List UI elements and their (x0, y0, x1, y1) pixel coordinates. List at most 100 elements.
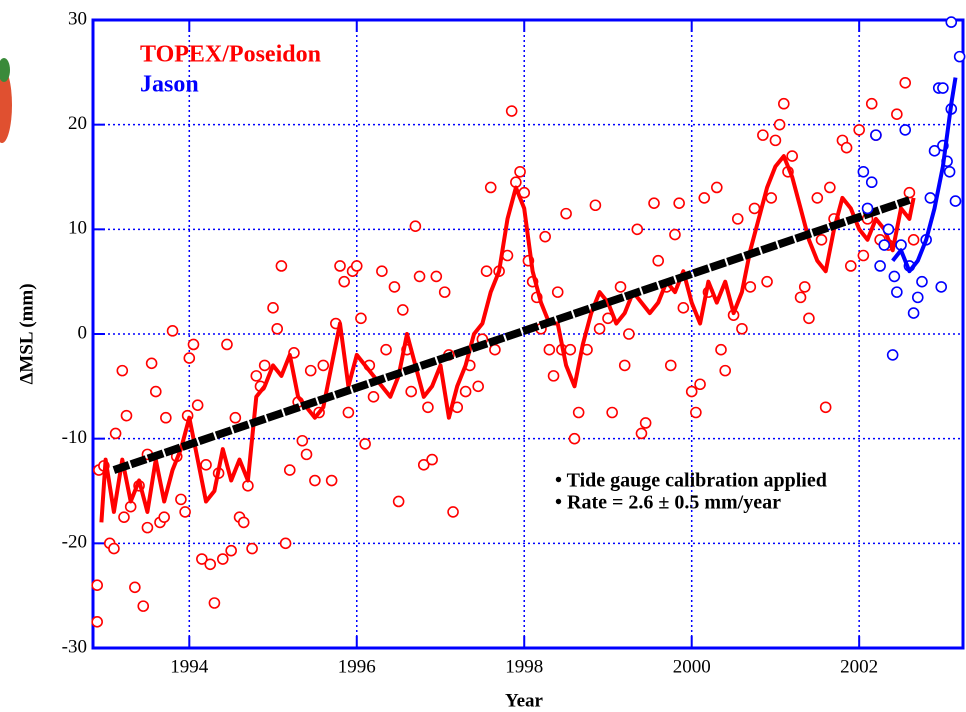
data-point (924, 192, 937, 204)
data-point (216, 553, 229, 565)
data-point (422, 401, 434, 414)
data-point (413, 270, 426, 283)
data-point (267, 302, 279, 314)
data-point (225, 544, 237, 557)
data-point (589, 199, 602, 212)
y-tick-label: -10 (62, 427, 87, 448)
x-tick-label: 2002 (840, 656, 878, 677)
data-point (935, 281, 948, 293)
data-point (258, 359, 271, 372)
data-point (141, 521, 154, 534)
x-tick-label: 1994 (170, 656, 209, 677)
data-point (744, 281, 757, 293)
legend-entry: TOPEX/Poseidon (140, 42, 321, 68)
data-point (715, 343, 727, 356)
data-point (309, 474, 321, 487)
x-tick-label: 1998 (505, 656, 543, 677)
data-line (891, 77, 958, 274)
data-point (669, 228, 681, 241)
y-tick-label: -30 (62, 636, 87, 657)
data-line (99, 154, 916, 523)
data-point (183, 352, 196, 364)
data-point (108, 542, 120, 555)
data-point (204, 558, 217, 571)
plot-frame (91, 18, 965, 650)
data-point (137, 600, 150, 612)
data-point (325, 474, 338, 487)
data-point (229, 411, 242, 424)
data-point (120, 409, 133, 422)
data-point (200, 459, 212, 471)
data-point (857, 249, 870, 262)
annotation: • Tide gauge calibration applied (555, 470, 827, 492)
data-point (677, 302, 690, 314)
data-point (376, 265, 388, 278)
y-tick-label: 20 (68, 113, 87, 134)
data-point (338, 275, 351, 288)
data-point (664, 359, 677, 372)
data-point (196, 553, 208, 565)
data-point (158, 511, 170, 523)
data-point (731, 213, 744, 225)
data-point (690, 406, 702, 419)
data-point (815, 234, 828, 246)
data-point (118, 511, 130, 523)
data-point (539, 230, 551, 243)
data-point (786, 150, 798, 162)
data-point (405, 385, 417, 398)
data-point (593, 322, 606, 335)
data-point (459, 385, 472, 398)
data-point (878, 239, 891, 251)
data-point (304, 364, 317, 377)
data-point (334, 260, 346, 272)
data-point (355, 312, 367, 325)
data-point (631, 223, 644, 236)
data-point (109, 427, 122, 440)
data-point (673, 197, 685, 209)
data-point (191, 399, 204, 411)
data-point (380, 343, 392, 356)
data-point (916, 275, 928, 288)
data-point (953, 50, 966, 63)
data-point (505, 105, 518, 117)
data-point (359, 438, 371, 450)
data-point (794, 291, 807, 304)
data-point (824, 181, 836, 194)
left-fragment (0, 58, 12, 143)
data-point (639, 417, 652, 429)
data-point (392, 495, 405, 508)
data-point (367, 390, 380, 403)
data-point (888, 270, 901, 283)
data-point (480, 265, 493, 278)
logo-fragment (0, 58, 10, 82)
data-point (221, 338, 233, 351)
data-point (489, 343, 501, 356)
data-point (694, 378, 706, 391)
data-point (803, 312, 815, 325)
data-point (179, 506, 191, 518)
x-axis-label: Year (505, 690, 544, 711)
data-point (648, 197, 660, 209)
data-point (279, 537, 292, 550)
data-point (166, 325, 179, 337)
data-line (112, 196, 911, 474)
data-point (543, 343, 556, 356)
data-point (514, 165, 526, 178)
data-point (614, 281, 627, 293)
data-point (417, 459, 430, 471)
data-point (208, 597, 221, 609)
data-point (145, 357, 158, 370)
data-point (773, 118, 786, 131)
data-point (572, 406, 585, 419)
data-point (928, 145, 941, 157)
x-tick-label: 2000 (673, 656, 711, 677)
data-point (765, 192, 778, 204)
data-point (711, 181, 723, 194)
data-point (397, 304, 409, 316)
data-point (296, 434, 309, 447)
data-point (778, 97, 790, 110)
data-point (945, 16, 958, 28)
data-point (91, 616, 103, 628)
data-point (719, 364, 731, 377)
